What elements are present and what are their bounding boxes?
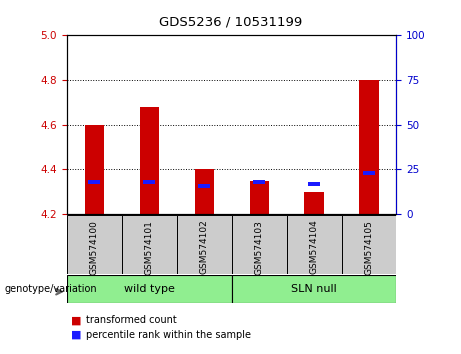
Bar [363, 171, 375, 175]
Text: ■: ■ [71, 315, 82, 325]
Text: transformed count: transformed count [86, 315, 177, 325]
Bar [195, 170, 214, 214]
Text: genotype/variation: genotype/variation [5, 284, 97, 293]
Bar [304, 192, 324, 214]
Text: percentile rank within the sample: percentile rank within the sample [86, 330, 251, 339]
Text: GDS5236 / 10531199: GDS5236 / 10531199 [159, 16, 302, 29]
Text: GSM574100: GSM574100 [90, 219, 99, 274]
Bar [198, 184, 210, 188]
Text: GSM574102: GSM574102 [200, 219, 209, 274]
Bar [85, 125, 104, 214]
Text: wild type: wild type [124, 284, 175, 294]
Bar [308, 182, 320, 186]
Text: GSM574103: GSM574103 [254, 219, 264, 274]
Bar [360, 80, 378, 214]
Bar [253, 180, 265, 184]
Bar [231, 215, 287, 274]
Bar [231, 275, 396, 303]
Bar [67, 275, 231, 303]
Bar [88, 180, 100, 184]
Text: SLN null: SLN null [291, 284, 337, 294]
Text: ■: ■ [71, 330, 82, 339]
Bar [287, 215, 342, 274]
Bar [143, 180, 155, 184]
Bar [122, 215, 177, 274]
Bar [249, 181, 269, 214]
Text: GSM574101: GSM574101 [145, 219, 154, 274]
Bar [67, 215, 122, 274]
Text: GSM574105: GSM574105 [365, 219, 373, 274]
Bar [177, 215, 231, 274]
Text: GSM574104: GSM574104 [309, 219, 319, 274]
Bar [140, 107, 159, 214]
Bar [342, 215, 396, 274]
